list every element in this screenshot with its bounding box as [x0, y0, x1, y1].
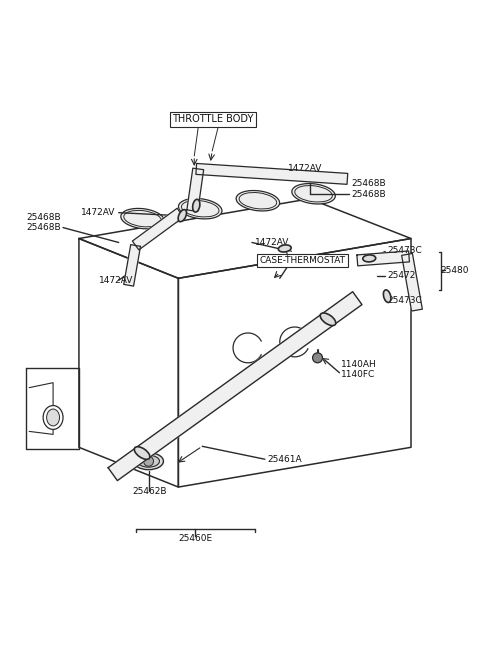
Polygon shape: [402, 253, 422, 311]
Text: THROTTLE BODY: THROTTLE BODY: [172, 114, 254, 124]
Text: 25461A: 25461A: [268, 455, 302, 464]
Ellipse shape: [133, 453, 164, 470]
Ellipse shape: [292, 183, 336, 204]
Text: 25473C: 25473C: [387, 295, 422, 305]
Ellipse shape: [179, 198, 222, 219]
Text: 1472AV: 1472AV: [81, 208, 116, 217]
Ellipse shape: [320, 313, 336, 326]
Text: 25468B
25468B: 25468B 25468B: [351, 179, 386, 198]
Polygon shape: [187, 168, 204, 212]
Ellipse shape: [47, 409, 60, 426]
Text: 1140AH
1140FC: 1140AH 1140FC: [341, 360, 377, 379]
Text: 1472AV: 1472AV: [255, 238, 289, 247]
Text: 25460E: 25460E: [178, 534, 212, 543]
Ellipse shape: [239, 193, 276, 209]
Ellipse shape: [278, 245, 291, 252]
Ellipse shape: [178, 210, 187, 221]
Ellipse shape: [295, 185, 332, 202]
Ellipse shape: [43, 405, 63, 430]
Text: 25462B: 25462B: [132, 487, 167, 496]
Polygon shape: [108, 291, 362, 481]
Polygon shape: [357, 251, 409, 266]
Polygon shape: [132, 208, 183, 250]
Ellipse shape: [181, 200, 219, 217]
Text: 1472AV: 1472AV: [288, 164, 322, 174]
Circle shape: [312, 353, 323, 363]
Ellipse shape: [363, 255, 376, 262]
Polygon shape: [124, 244, 141, 286]
Text: 25473C: 25473C: [387, 246, 422, 255]
Circle shape: [144, 457, 154, 466]
Text: CASE-THERMOSTAT: CASE-THERMOSTAT: [260, 256, 346, 265]
Ellipse shape: [124, 210, 161, 227]
Text: 25472: 25472: [387, 271, 416, 280]
Polygon shape: [196, 164, 348, 184]
Ellipse shape: [138, 455, 159, 467]
Ellipse shape: [384, 290, 391, 303]
Ellipse shape: [121, 208, 164, 229]
Ellipse shape: [134, 447, 150, 459]
Ellipse shape: [236, 191, 280, 211]
Text: 1472AV: 1472AV: [99, 276, 133, 285]
Text: 25468B
25468B: 25468B 25468B: [26, 213, 61, 233]
Ellipse shape: [192, 199, 200, 212]
Text: 25480: 25480: [441, 266, 469, 275]
